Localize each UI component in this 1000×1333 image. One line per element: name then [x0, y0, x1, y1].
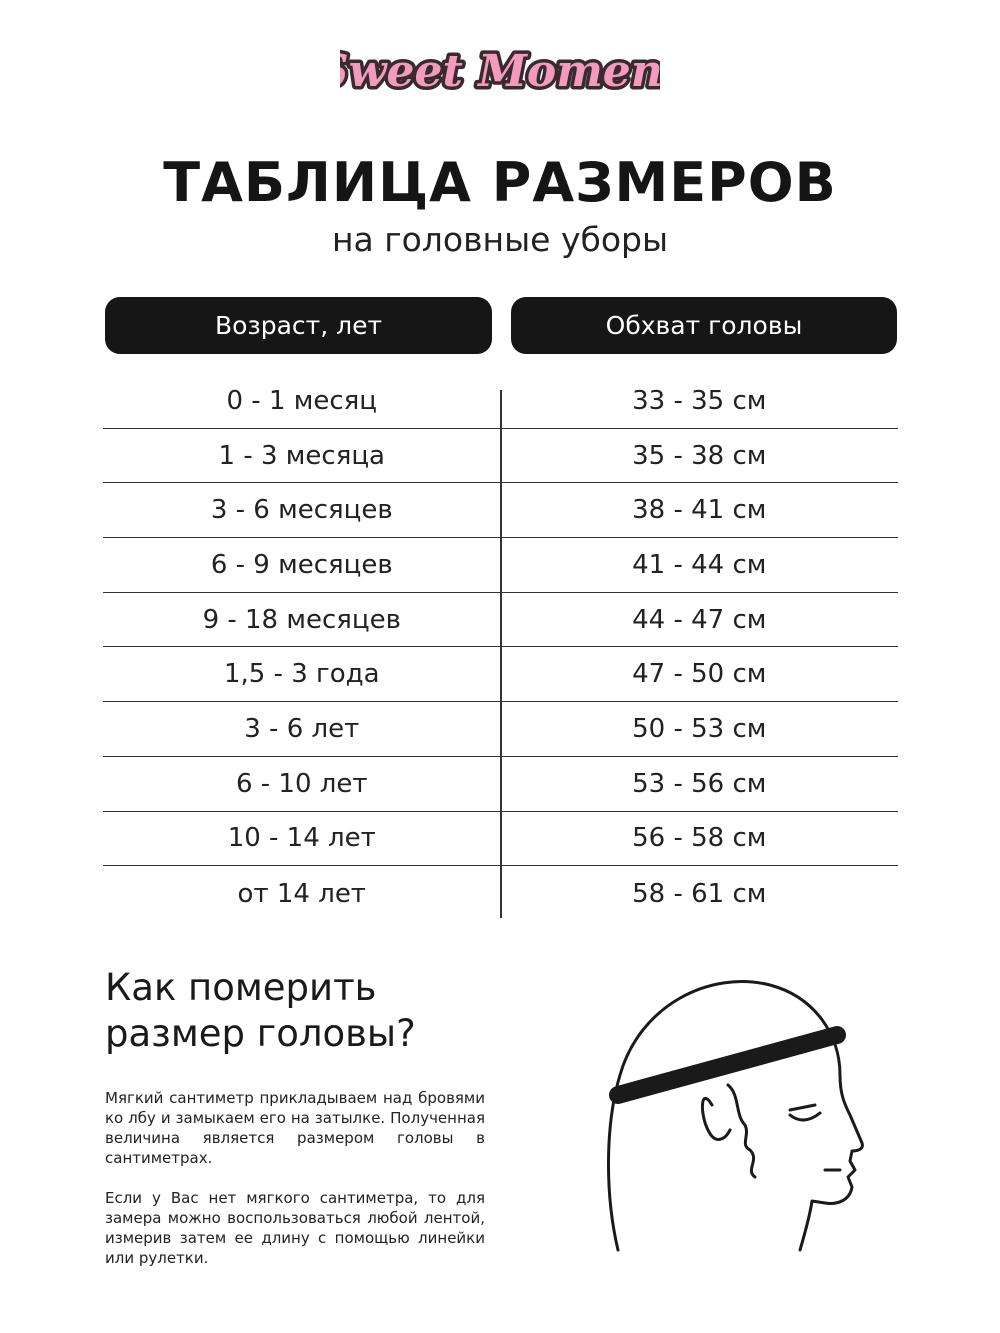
cell-head-circumference: 35 - 38 см [632, 440, 767, 471]
howto-text: Мягкий сантиметр прикладываем над бровям… [105, 1088, 485, 1268]
cell-age: 6 - 10 лет [235, 768, 368, 799]
column-divider [500, 390, 502, 918]
table-row: 1,5 - 3 года 47 - 50 см [103, 647, 898, 703]
cell-head-circumference: 44 - 47 см [632, 604, 767, 635]
howto-paragraph-1: Мягкий сантиметр прикладываем над бровям… [105, 1089, 485, 1167]
size-table: 0 - 1 месяц 33 - 35 см 1 - 3 месяца 35 - 38… [103, 374, 898, 921]
header-head-circumference: Обхват головы [511, 297, 897, 354]
cell-head-circumference: 56 - 58 см [632, 823, 767, 854]
table-row: 10 - 14 лет 56 - 58 см [103, 812, 898, 867]
cell-head-circumference: 47 - 50 см [632, 659, 767, 690]
howto-paragraph-2: Если у Вас нет мягкого сантиметра, то дл… [105, 1189, 485, 1267]
cell-age: 6 - 9 месяцев [210, 549, 393, 580]
cell-head-circumference: 38 - 41 см [632, 495, 767, 526]
cell-age: от 14 лет [237, 878, 366, 909]
cell-head-circumference: 53 - 56 см [632, 768, 767, 799]
cell-head-circumference: 33 - 35 см [632, 385, 767, 416]
table-row: 0 - 1 месяц 33 - 35 см [103, 374, 898, 429]
sweet-moment-logo: Sweet Moment [340, 43, 660, 101]
cell-age: 1,5 - 3 года [223, 659, 380, 690]
cell-age: 3 - 6 лет [244, 713, 360, 744]
table-row: 6 - 9 месяцев 41 - 44 см [103, 538, 898, 593]
cell-head-circumference: 58 - 61 см [632, 878, 767, 909]
cell-age: 0 - 1 месяц [226, 385, 377, 416]
howto-heading: Как померить размер головы? [105, 965, 416, 1057]
head-measure-illustration [607, 980, 864, 1252]
page-title: ТАБЛИЦА РАЗМЕРОВ [163, 151, 837, 214]
cell-age: 3 - 6 месяцев [210, 495, 393, 526]
howto-heading-line1: Как померить [105, 966, 377, 1009]
table-row: от 14 лет 58 - 61 см [103, 866, 898, 921]
cell-age: 1 - 3 месяца [218, 440, 385, 471]
howto-heading-line2: размер головы? [105, 1012, 416, 1055]
cell-age: 9 - 18 месяцев [202, 604, 401, 635]
cell-age: 10 - 14 лет [227, 823, 376, 854]
table-row: 9 - 18 месяцев 44 - 47 см [103, 593, 898, 648]
page-subtitle: на головные уборы [331, 220, 669, 259]
logo-text: Sweet Moment [340, 46, 660, 97]
cell-head-circumference: 41 - 44 см [632, 549, 767, 580]
header-age: Возраст, лет [105, 297, 492, 354]
cell-head-circumference: 50 - 53 см [632, 713, 767, 744]
